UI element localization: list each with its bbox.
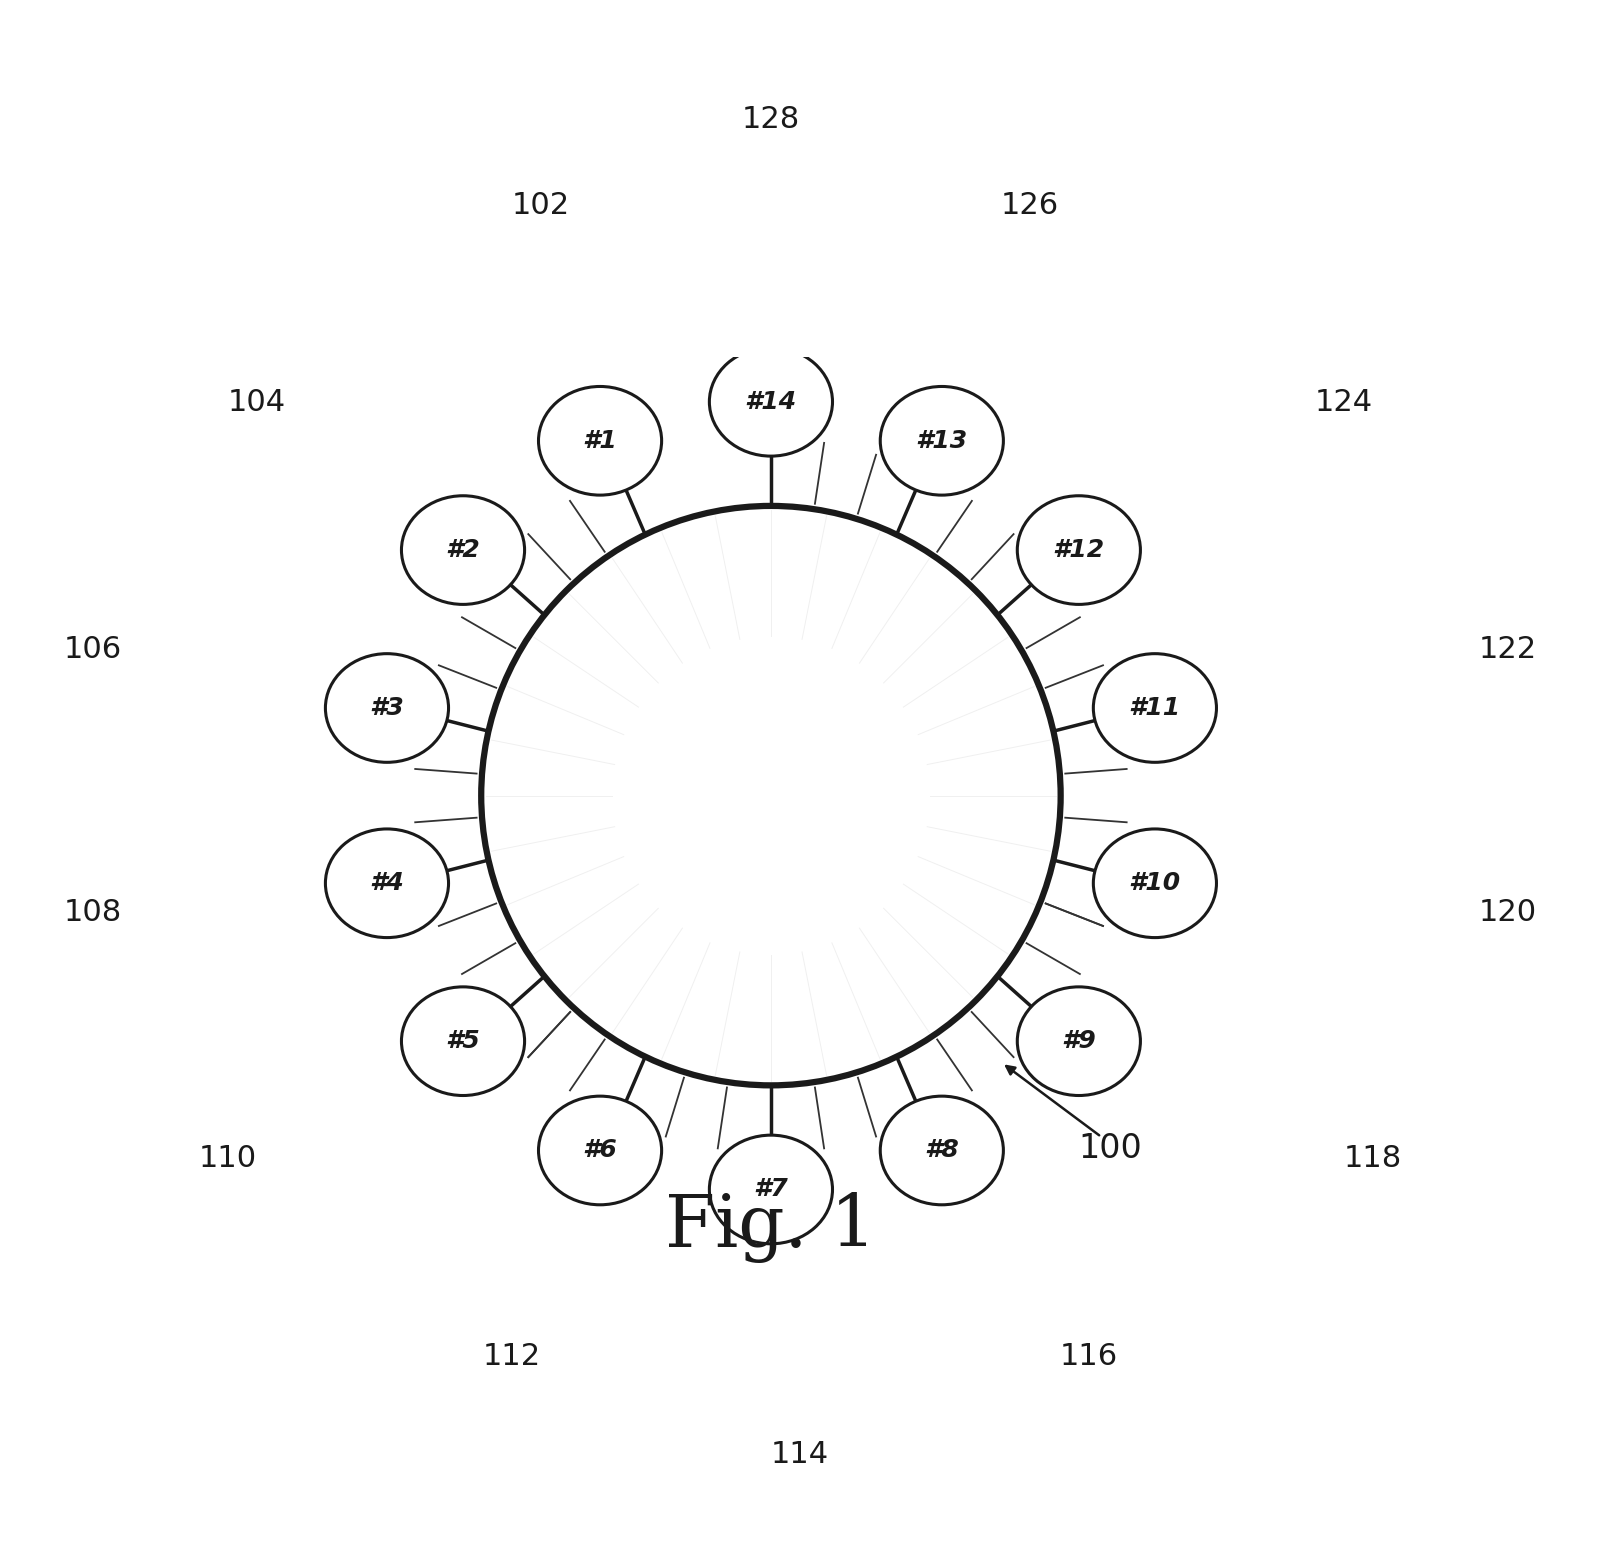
Ellipse shape — [709, 1135, 832, 1244]
Text: 128: 128 — [742, 104, 800, 134]
Text: 104: 104 — [227, 388, 286, 418]
Text: 118: 118 — [1344, 1144, 1402, 1174]
Ellipse shape — [539, 1096, 662, 1205]
Text: 112: 112 — [482, 1342, 541, 1370]
Ellipse shape — [325, 829, 448, 937]
Text: 126: 126 — [1002, 190, 1059, 220]
Text: 108: 108 — [64, 898, 122, 928]
Ellipse shape — [880, 1096, 1003, 1205]
Ellipse shape — [1018, 496, 1141, 605]
Text: 120: 120 — [1478, 898, 1536, 928]
Text: 110: 110 — [198, 1144, 256, 1174]
Ellipse shape — [402, 496, 525, 605]
Text: 106: 106 — [64, 635, 122, 664]
Text: 122: 122 — [1478, 635, 1536, 664]
Text: #3: #3 — [370, 695, 405, 720]
Ellipse shape — [1018, 987, 1141, 1096]
Ellipse shape — [325, 653, 448, 762]
Text: #10: #10 — [1130, 871, 1181, 895]
Ellipse shape — [539, 387, 662, 496]
Text: #6: #6 — [582, 1138, 618, 1163]
Text: #13: #13 — [915, 429, 968, 452]
Text: #5: #5 — [446, 1029, 480, 1054]
Text: 114: 114 — [771, 1441, 829, 1469]
Text: 102: 102 — [512, 190, 570, 220]
Ellipse shape — [402, 987, 525, 1096]
Ellipse shape — [709, 348, 832, 457]
Ellipse shape — [1093, 829, 1216, 937]
Text: #2: #2 — [446, 538, 480, 563]
Text: 100: 100 — [1078, 1132, 1142, 1165]
Text: #12: #12 — [1053, 538, 1106, 563]
Text: #7: #7 — [754, 1177, 789, 1202]
Text: #9: #9 — [1061, 1029, 1096, 1054]
Text: #14: #14 — [746, 390, 797, 413]
Text: 116: 116 — [1059, 1342, 1118, 1370]
Ellipse shape — [880, 387, 1003, 496]
Text: 124: 124 — [1314, 388, 1373, 418]
Text: #11: #11 — [1130, 695, 1181, 720]
Text: #1: #1 — [582, 429, 618, 452]
Text: #4: #4 — [370, 871, 405, 895]
Text: #8: #8 — [925, 1138, 958, 1163]
Text: Fig. 1: Fig. 1 — [666, 1193, 877, 1263]
Ellipse shape — [1093, 653, 1216, 762]
